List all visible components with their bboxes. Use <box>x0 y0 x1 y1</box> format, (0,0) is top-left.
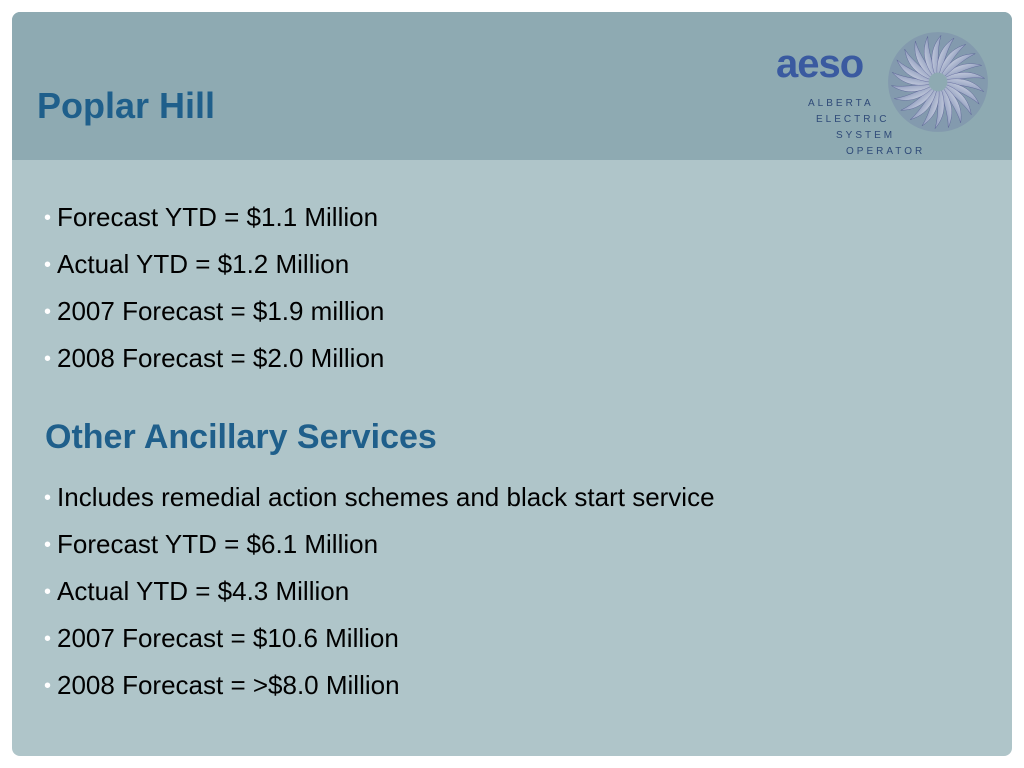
list-item-text: 2007 Forecast = $1.9 million <box>57 296 385 326</box>
list-item-text: Forecast YTD = $6.1 Million <box>57 529 379 559</box>
bullet-list-poplar-hill: • Forecast YTD = $1.1 Million • Actual YTD… <box>44 194 384 382</box>
bullet-icon: • <box>44 348 52 370</box>
bullet-icon: • <box>44 581 52 603</box>
bullet-icon: • <box>44 628 52 650</box>
list-item: • Forecast YTD = $1.1 Million <box>44 194 384 241</box>
slide-content: • Forecast YTD = $1.1 Million • Actual YTD… <box>12 12 1012 756</box>
bullet-icon: • <box>44 254 52 276</box>
bullet-icon: • <box>44 487 52 509</box>
list-item-text: 2008 Forecast = $2.0 Million <box>57 343 385 373</box>
list-item: • 2007 Forecast = $10.6 Million <box>44 615 715 662</box>
list-item: • Actual YTD = $1.2 Million <box>44 241 384 288</box>
aeso-swirl-logo-icon <box>888 32 988 132</box>
header-band: Poplar Hill aeso ALBERTA ELECTRIC SYSTEM… <box>12 12 1012 160</box>
list-item: • 2008 Forecast = $2.0 Million <box>44 335 384 382</box>
slide: Poplar Hill aeso ALBERTA ELECTRIC SYSTEM… <box>12 12 1012 756</box>
slide-title: Poplar Hill <box>37 85 216 126</box>
bullet-icon: • <box>44 301 52 323</box>
list-item: • Forecast YTD = $6.1 Million <box>44 521 715 568</box>
list-item: • Actual YTD = $4.3 Million <box>44 568 715 615</box>
bullet-icon: • <box>44 534 52 556</box>
logo-wordmark: aeso <box>776 42 864 86</box>
bullet-icon: • <box>44 207 52 229</box>
list-item: • 2007 Forecast = $1.9 million <box>44 288 384 335</box>
list-item-text: Actual YTD = $1.2 Million <box>57 249 350 279</box>
logo-line-operator: OPERATOR <box>846 146 926 157</box>
bullet-list-ancillary-services: • Includes remedial action schemes and bl… <box>44 474 715 709</box>
logo-line-system: SYSTEM <box>836 130 896 141</box>
list-item-text: 2008 Forecast = >$8.0 Million <box>57 670 400 700</box>
list-item-text: Includes remedial action schemes and bla… <box>57 482 715 512</box>
bullet-icon: • <box>44 675 52 697</box>
list-item: • 2008 Forecast = >$8.0 Million <box>44 662 715 709</box>
list-item-text: Actual YTD = $4.3 Million <box>57 576 350 606</box>
aeso-logo: aeso ALBERTA ELECTRIC SYSTEM OPERATOR <box>774 30 1004 157</box>
section-heading: Other Ancillary Services <box>45 418 437 456</box>
list-item: • Includes remedial action schemes and bl… <box>44 474 715 521</box>
list-item-text: Forecast YTD = $1.1 Million <box>57 202 379 232</box>
logo-line-alberta: ALBERTA <box>808 98 874 109</box>
list-item-text: 2007 Forecast = $10.6 Million <box>57 623 399 653</box>
logo-line-electric: ELECTRIC <box>816 114 890 125</box>
